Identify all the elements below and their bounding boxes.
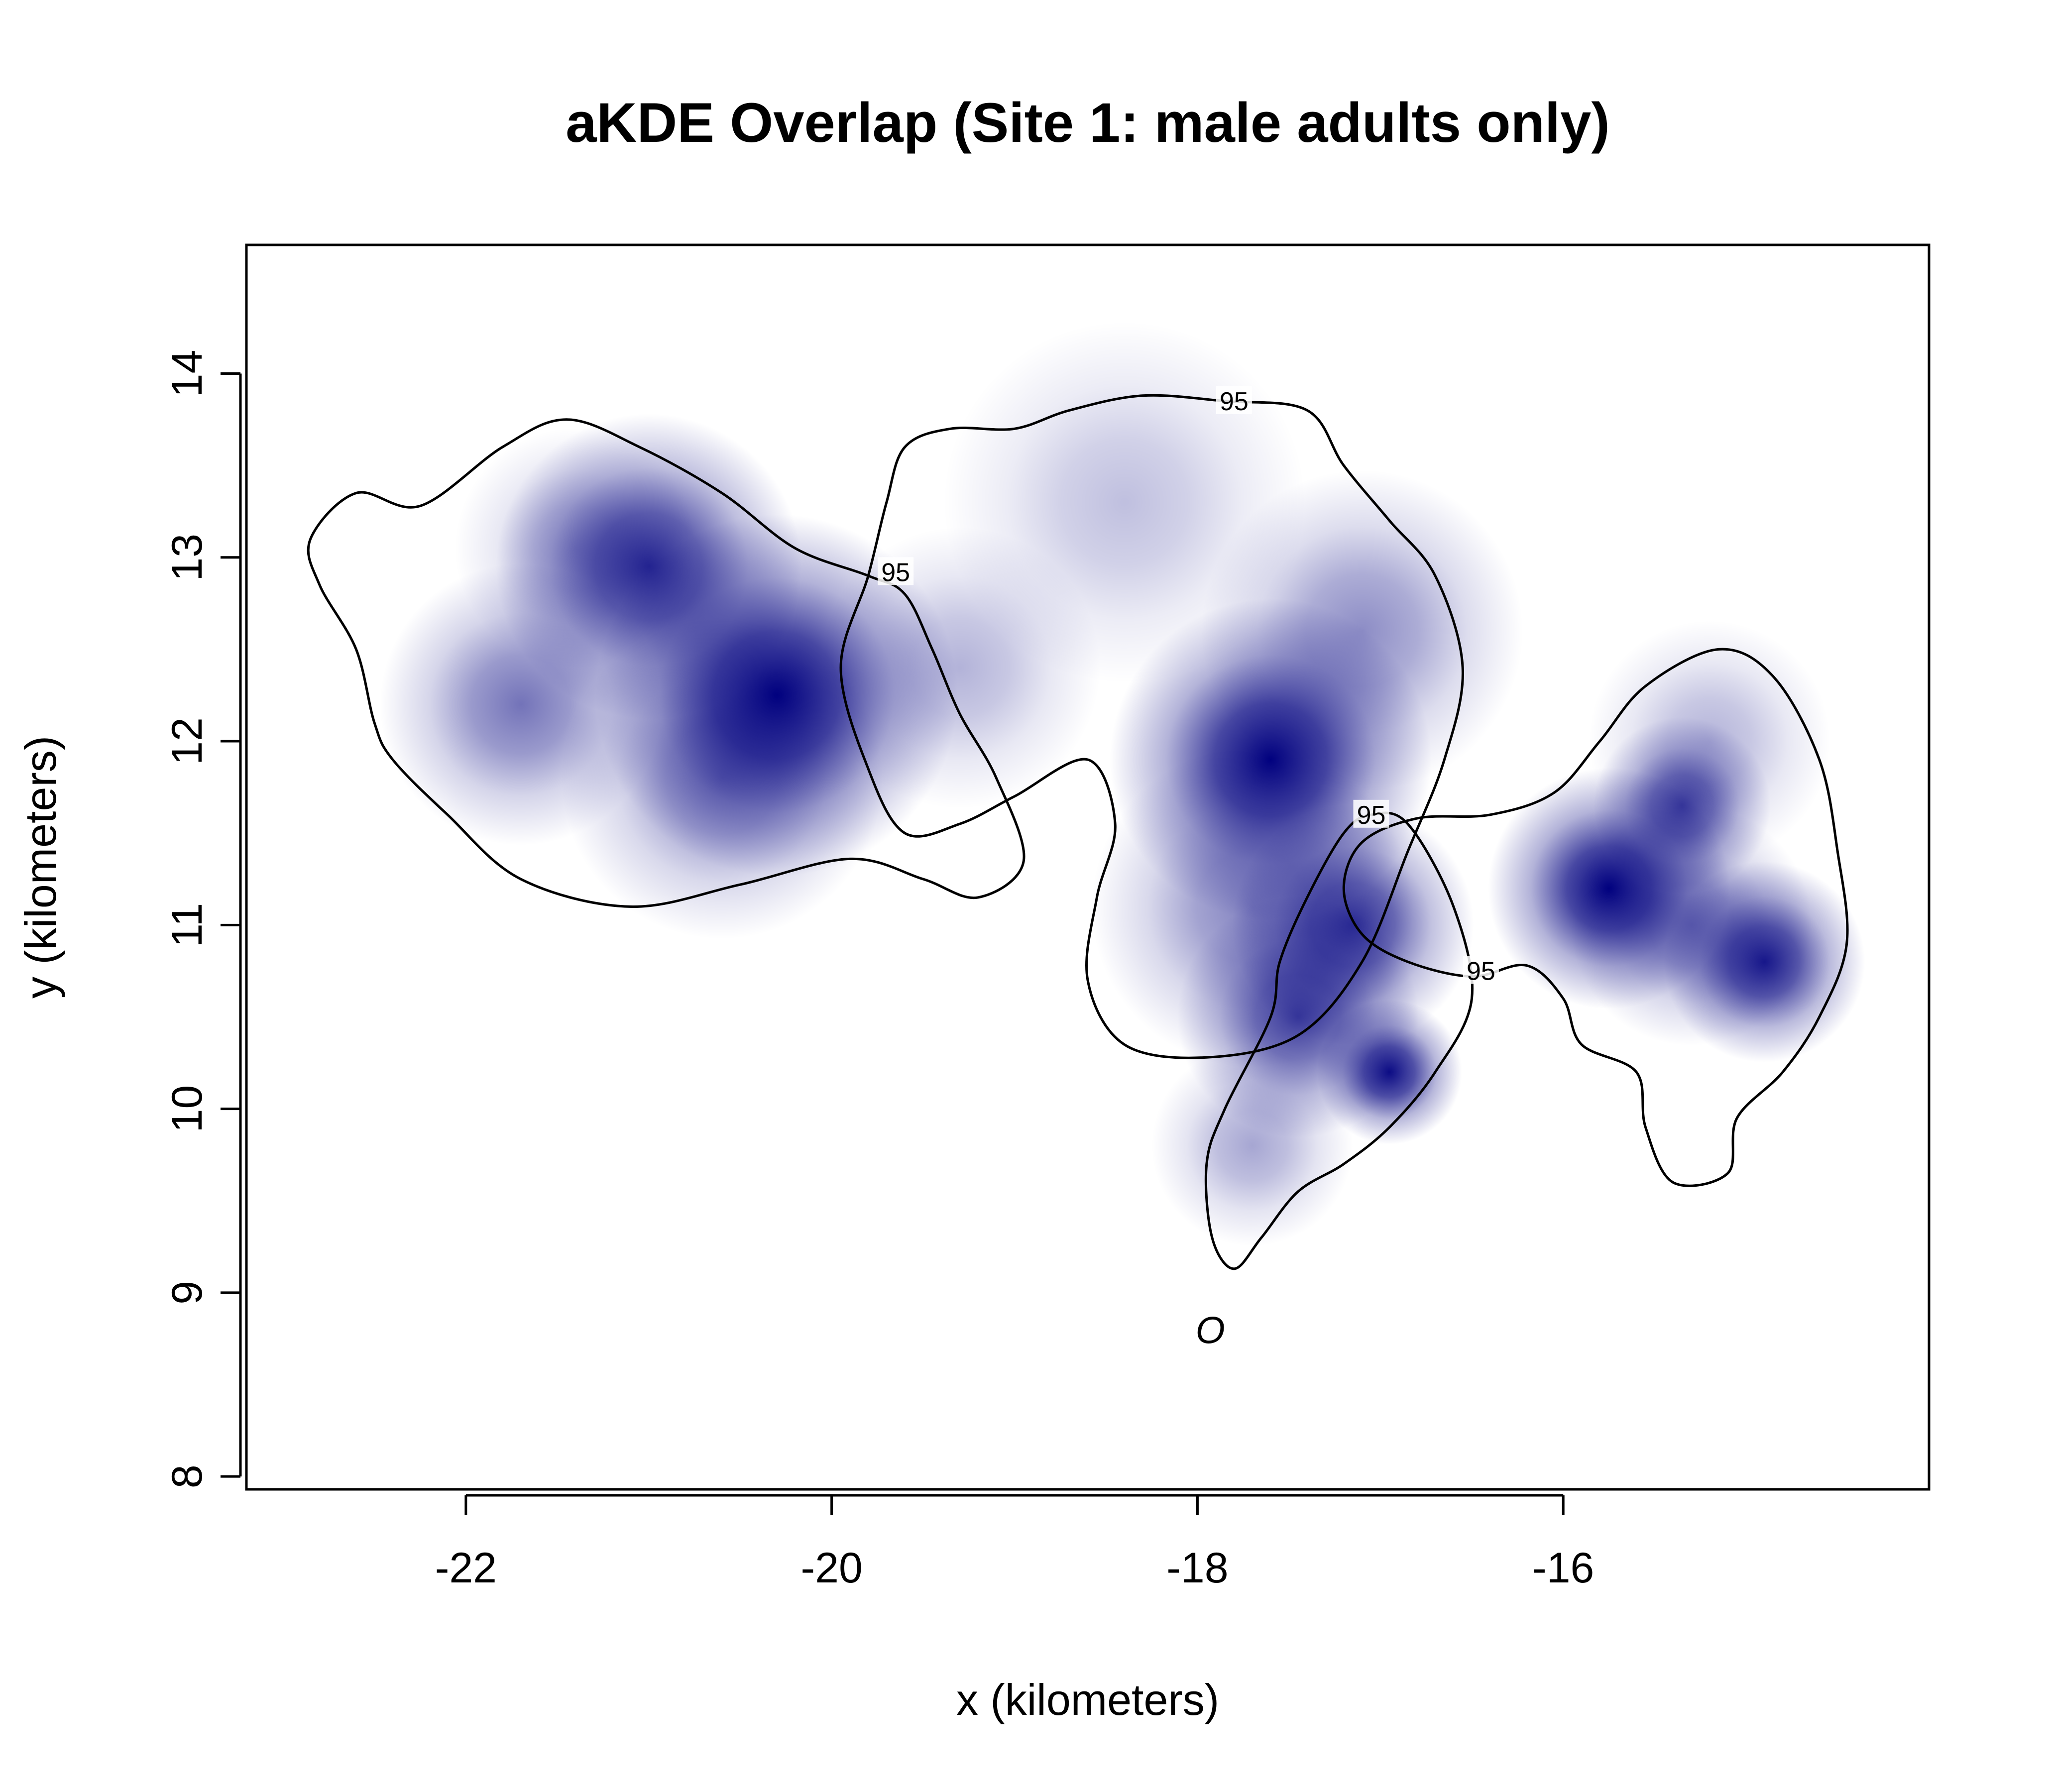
density-peak: [1589, 620, 1830, 862]
density-peak: [455, 427, 696, 669]
chart-title: aKDE Overlap (Site 1: male adults only): [566, 92, 1609, 154]
contour-label: 95: [1357, 801, 1386, 830]
y-tick-label: 9: [163, 1281, 211, 1305]
y-tick-label: 14: [163, 350, 211, 398]
density-peak: [1201, 470, 1523, 792]
y-axis: 8 9 10 11 12 13 14: [163, 350, 242, 1488]
x-tick-label: -20: [801, 1544, 863, 1592]
density-peak: [1151, 1045, 1353, 1246]
density-layer: [380, 321, 1865, 1246]
y-axis-label: y (kilometers): [16, 736, 65, 999]
contour-layer: 95 95 95 95: [307, 386, 1849, 1270]
contour-label-bg: [1353, 799, 1389, 828]
contour-label-bg: [1463, 956, 1499, 984]
y-tick-label: 13: [163, 534, 211, 581]
marker-layer: O: [1196, 1310, 1225, 1352]
contour-label-bg: [1216, 386, 1252, 414]
contour-line-95: [1204, 811, 1474, 1270]
contour-line-95: [307, 418, 1025, 908]
y-tick-label: 8: [163, 1464, 211, 1488]
y-tick-label: 10: [163, 1085, 211, 1133]
x-axis: -22 -20 -18 -16: [435, 1494, 1594, 1592]
x-tick-label: -22: [435, 1544, 497, 1592]
contour-label: 95: [881, 558, 910, 587]
contour-label-bg: [878, 557, 914, 585]
density-peak: [561, 617, 883, 939]
x-axis-label: x (kilometers): [956, 1675, 1219, 1724]
y-tick-label: 11: [163, 903, 211, 947]
density-peak: [1317, 1000, 1462, 1145]
origin-marker: O: [1196, 1310, 1225, 1352]
contour-line-95: [839, 394, 1464, 1059]
contour-label: 95: [1467, 957, 1495, 986]
y-tick-label: 12: [163, 717, 211, 765]
x-tick-label: -18: [1166, 1544, 1228, 1592]
contour-label: 95: [1220, 387, 1249, 416]
density-peak: [1570, 804, 1812, 1046]
x-tick-label: -16: [1532, 1544, 1594, 1592]
plot-frame: [245, 243, 1931, 1491]
